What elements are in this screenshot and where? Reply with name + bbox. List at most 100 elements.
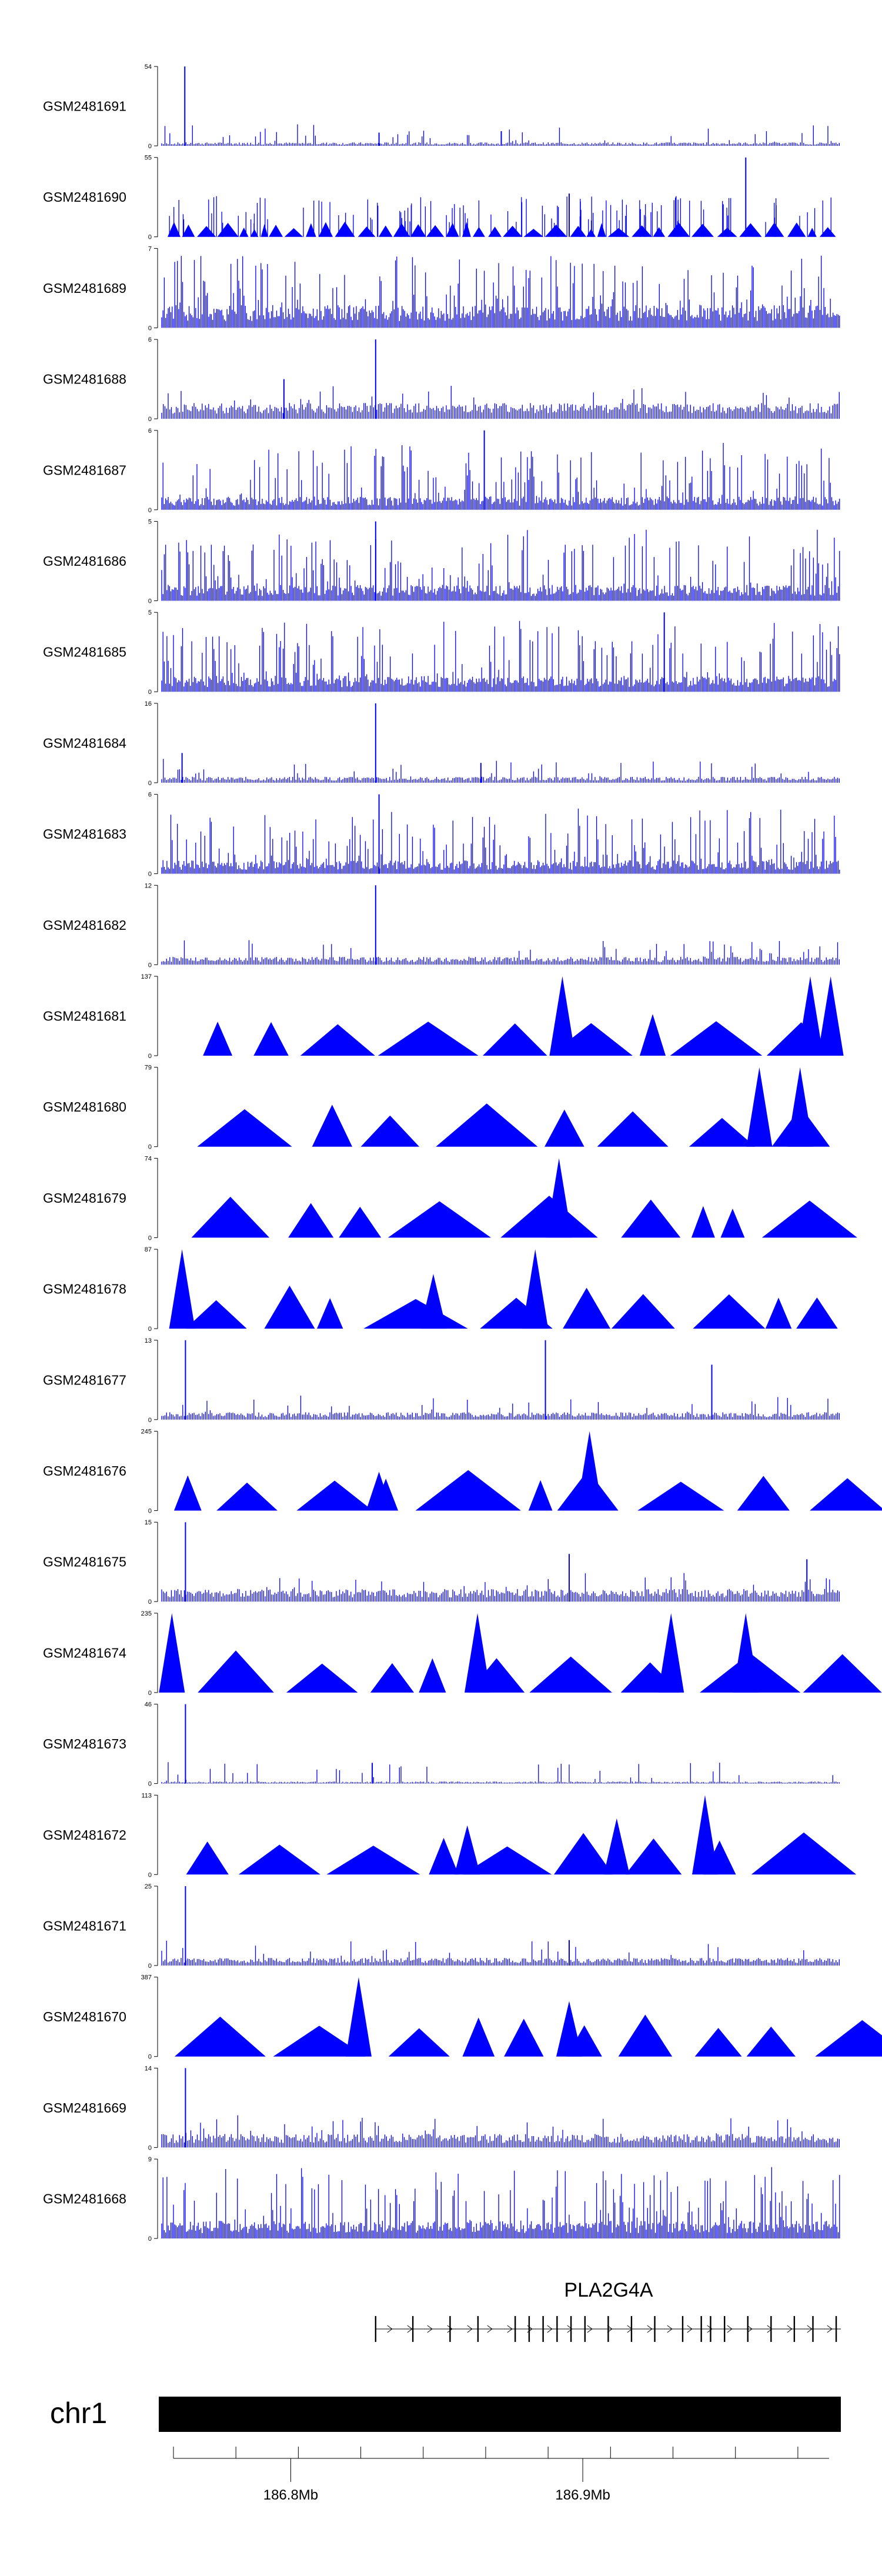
signal-block: [597, 223, 606, 237]
coverage-triangle: [173, 1475, 202, 1511]
y-zero-label: 0: [148, 507, 152, 514]
signal-block: [503, 225, 522, 237]
coverage-triangle: [415, 1470, 522, 1511]
peak-triangle: [169, 1249, 195, 1329]
coverage-triangle: [529, 1656, 612, 1693]
y-zero-label: 0: [148, 1508, 152, 1515]
y-zero-label: 0: [148, 143, 152, 150]
y-zero-label: 0: [148, 1690, 152, 1697]
track-GSM2481677: GSM2481677 13 0: [43, 1337, 840, 1424]
track-GSM2481686: GSM2481686 5 0: [43, 519, 840, 605]
coverage-triangle: [563, 1287, 611, 1329]
signal-block: [284, 228, 303, 237]
track-GSM2481668: GSM2481668 9 0: [43, 2156, 840, 2243]
track-GSM2481682: GSM2481682 12 0: [43, 882, 840, 969]
strand-arrow: [387, 2325, 393, 2333]
y-max-label: 87: [145, 1246, 152, 1253]
y-max-label: 14: [145, 2065, 152, 2072]
gene-exon: [681, 2316, 684, 2342]
y-max-label: 137: [141, 973, 152, 980]
peak-triangle: [159, 1613, 185, 1693]
track-label: GSM2481689: [43, 281, 126, 296]
y-max-label: 7: [148, 245, 152, 252]
chromosome-ideogram: chr1: [50, 2397, 841, 2432]
coverage-triangle: [264, 1286, 315, 1329]
peak-triangle: [576, 1431, 603, 1511]
y-max-label: 245: [141, 1429, 152, 1436]
y-zero-label: 0: [148, 1326, 152, 1333]
peak-triangle: [556, 2001, 582, 2057]
signal-block: [410, 224, 426, 237]
track-label: GSM2481684: [43, 735, 126, 750]
y-zero-label: 0: [148, 1871, 152, 1878]
chromosome-bar: [159, 2397, 841, 2432]
coverage-triangle: [216, 1482, 278, 1511]
coverage-triangle: [751, 1832, 857, 1875]
y-max-label: 15: [145, 1519, 152, 1526]
y-max-label: 16: [145, 700, 152, 708]
coverage-triangle: [339, 1206, 382, 1238]
track-GSM2481670: GSM2481670 387 0: [43, 1974, 882, 2061]
track-GSM2481673: GSM2481673 46 0: [43, 1701, 840, 1788]
strand-arrow: [827, 2325, 833, 2333]
signal-bars: [161, 529, 840, 601]
y-zero-label: 0: [148, 1599, 152, 1606]
coverage-triangle: [238, 1844, 320, 1875]
coverage-triangle: [462, 1846, 552, 1875]
signal-bars: [161, 620, 840, 692]
y-max-label: 55: [145, 155, 152, 162]
coverage-triangle: [174, 2016, 266, 2057]
signal-bars: [161, 1396, 840, 1420]
coverage-triangle: [528, 1480, 553, 1511]
gene-exon: [542, 2316, 544, 2342]
gene-exon: [584, 2316, 586, 2342]
peak-triangle: [522, 1249, 549, 1329]
gene-exon: [375, 2316, 377, 2342]
y-zero-label: 0: [148, 1781, 152, 1788]
track-GSM2481688: GSM2481688 6 0: [43, 336, 840, 423]
signal-block: [653, 227, 666, 237]
y-max-label: 387: [141, 1974, 152, 1981]
gene-exon: [449, 2316, 451, 2342]
coverage-triangle: [765, 1297, 792, 1329]
strand-arrow: [547, 2325, 553, 2333]
track-label: GSM2481675: [43, 1554, 126, 1570]
track-label: GSM2481688: [43, 372, 126, 387]
gene-exon: [630, 2316, 633, 2342]
y-zero-label: 0: [148, 780, 152, 787]
coverage-triangle: [377, 1022, 479, 1056]
signal-block: [260, 223, 268, 237]
gene-name-label: PLA2G4A: [564, 2279, 653, 2301]
y-zero-label: 0: [148, 598, 152, 605]
chromosome-label: chr1: [50, 2397, 107, 2430]
gene-exon: [607, 2316, 609, 2342]
y-zero-label: 0: [148, 2235, 152, 2243]
track-GSM2481680: GSM2481680 79 0: [43, 1065, 830, 1151]
coverage-triangle: [482, 1023, 547, 1056]
track-label: GSM2481691: [43, 99, 126, 114]
coverage-triangle: [387, 1201, 492, 1238]
signal-block: [488, 226, 502, 237]
gene-exon: [835, 2316, 837, 2342]
signal-bars: [161, 386, 840, 419]
signal-block: [318, 222, 333, 237]
track-GSM2481681: GSM2481681 137 0: [43, 973, 844, 1060]
coverage-triangle: [253, 1022, 289, 1056]
track-label: GSM2481669: [43, 2100, 126, 2115]
peak-triangle: [817, 976, 844, 1056]
signal-bars: [169, 196, 831, 237]
peak-triangle: [465, 1613, 491, 1693]
coverage-triangle: [815, 2020, 882, 2057]
y-zero-label: 0: [148, 325, 152, 332]
track-label: GSM2481690: [43, 189, 126, 205]
y-max-label: 113: [141, 1792, 152, 1799]
coverage-triangle: [197, 1109, 292, 1147]
signal-bars: [161, 255, 840, 328]
y-max-label: 9: [148, 2156, 152, 2163]
signal-block: [426, 225, 445, 237]
coverage-triangle: [500, 1196, 598, 1238]
track-GSM2481687: GSM2481687 6 0: [43, 428, 840, 514]
y-zero-label: 0: [148, 1053, 152, 1060]
track-GSM2481685: GSM2481685 5 0: [43, 609, 840, 696]
